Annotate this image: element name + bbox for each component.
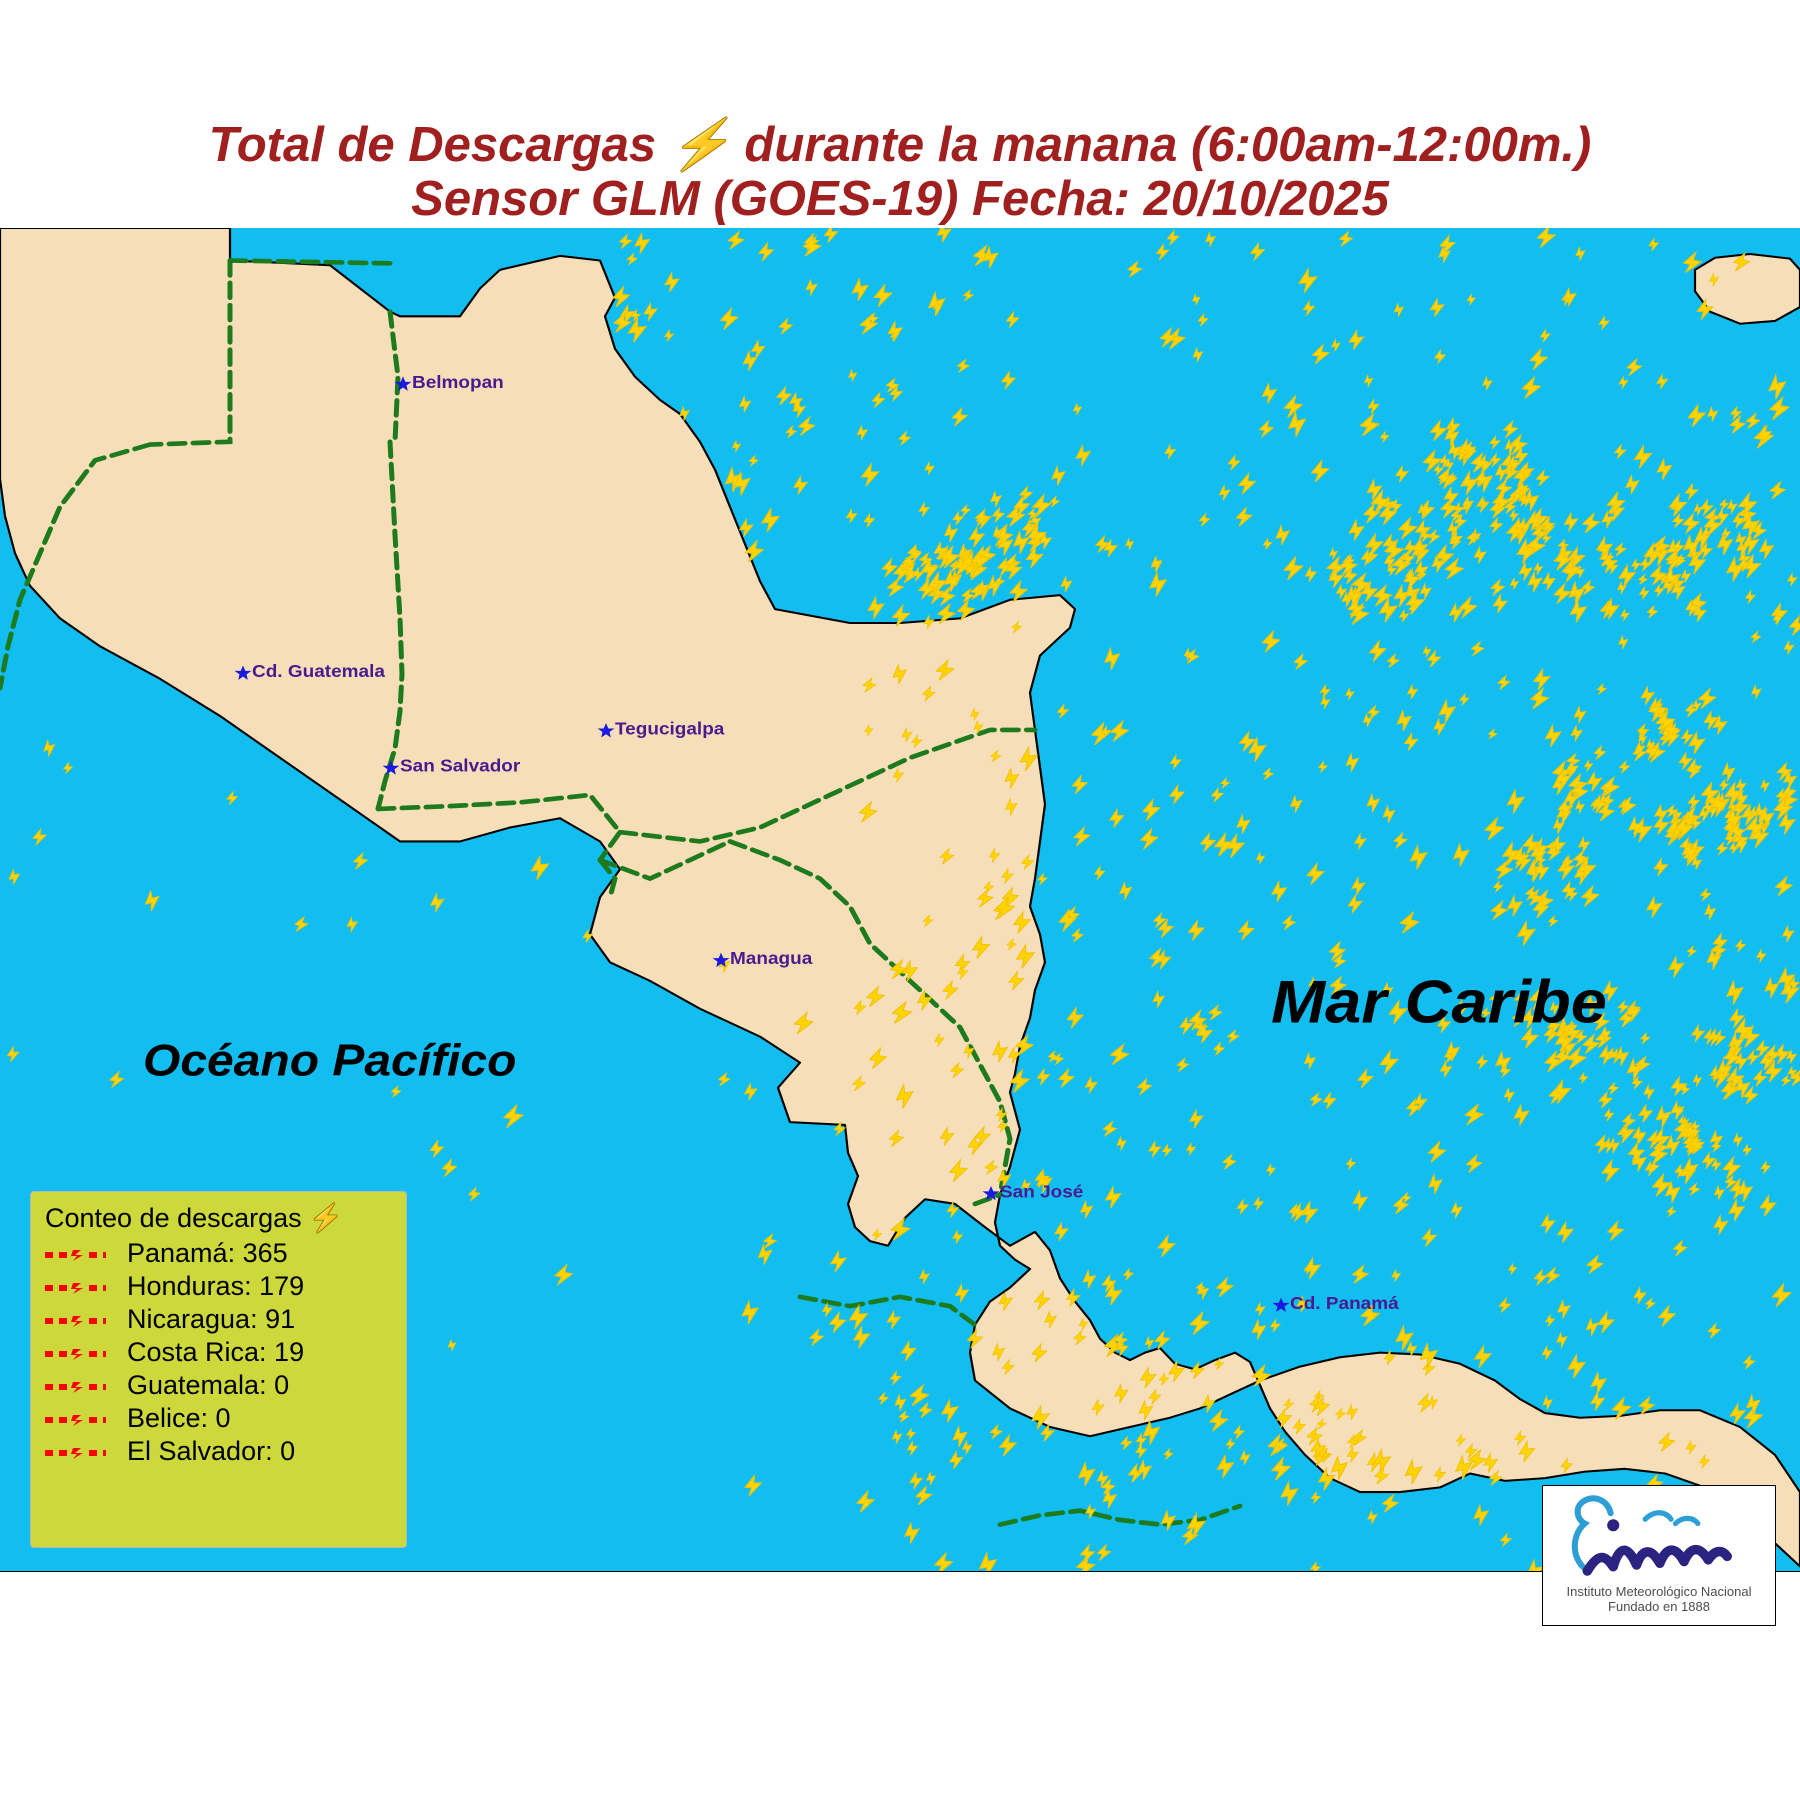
svg-text:San José: San José [1000, 1181, 1083, 1201]
svg-text:Océano Pacífico: Océano Pacífico [143, 1035, 516, 1085]
svg-text:San Salvador: San Salvador [400, 755, 520, 775]
svg-text:Managua: Managua [730, 948, 813, 968]
svg-text:Belmopan: Belmopan [412, 371, 504, 391]
svg-text:Mar Caribe: Mar Caribe [1271, 969, 1607, 1036]
svg-text:Cd. Panamá: Cd. Panamá [1290, 1293, 1400, 1313]
svg-text:Tegucigalpa: Tegucigalpa [615, 718, 725, 738]
svg-text:Cd. Guatemala: Cd. Guatemala [252, 661, 386, 681]
